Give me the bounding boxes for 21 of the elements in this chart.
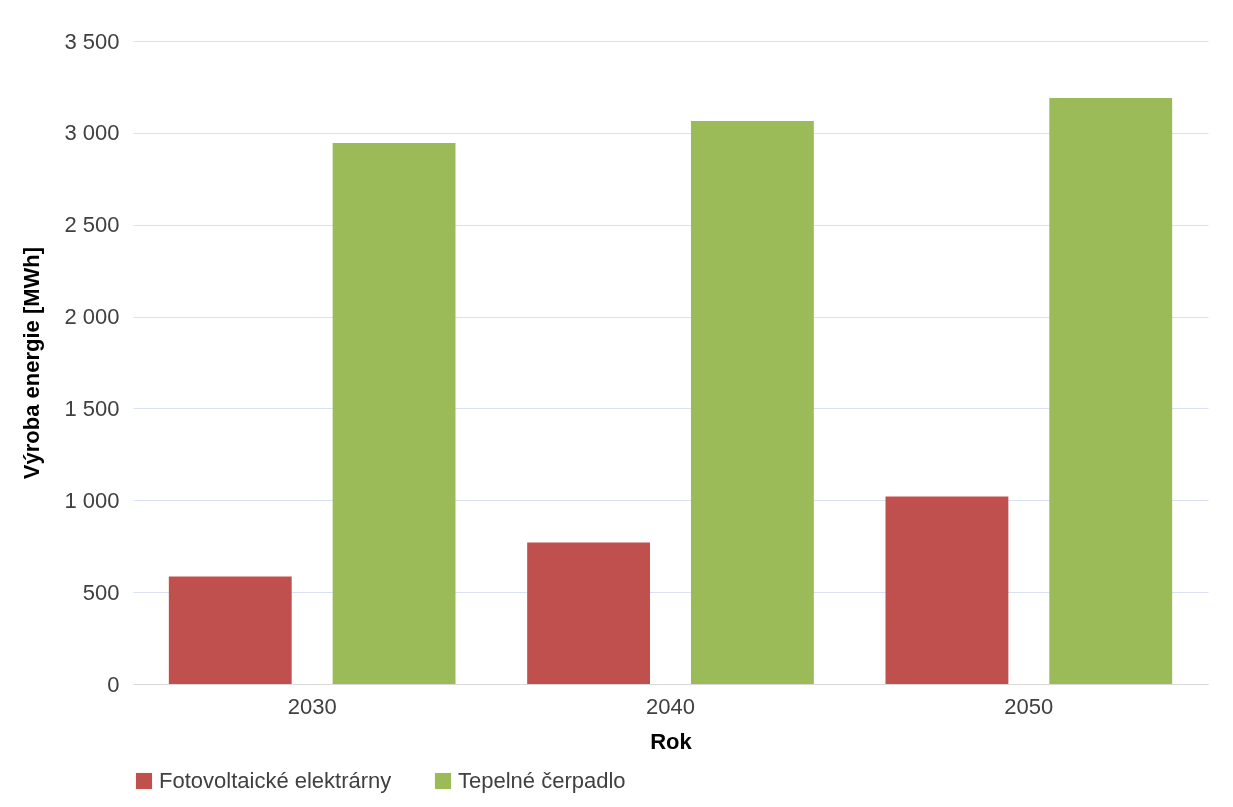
x-tick-label: 2050 bbox=[1004, 693, 1054, 719]
legend-label: Fotovoltaické elektrárny bbox=[159, 768, 392, 793]
x-tick-label: 2030 bbox=[287, 693, 337, 719]
y-tick-label: 2 500 bbox=[64, 212, 120, 238]
y-axis-title: Výroba energie [MWh] bbox=[19, 246, 45, 480]
y-tick-label: 1 500 bbox=[64, 395, 120, 421]
bar bbox=[690, 120, 814, 684]
y-tick-label: 0 bbox=[107, 671, 120, 697]
bar bbox=[527, 542, 651, 684]
legend-label: Tepelné čerpadlo bbox=[458, 768, 626, 793]
y-tick-label: 3 500 bbox=[64, 28, 120, 54]
y-tick-label: 3 000 bbox=[64, 120, 120, 146]
y-tick-label: 2 000 bbox=[64, 304, 120, 330]
y-tick-label: 500 bbox=[82, 579, 120, 605]
x-axis-title: Rok bbox=[650, 728, 693, 754]
bar bbox=[1049, 97, 1173, 684]
x-tick-label: 2040 bbox=[646, 693, 695, 719]
y-tick-label: 1 000 bbox=[64, 487, 120, 513]
bar bbox=[332, 142, 456, 684]
bar bbox=[885, 496, 1009, 684]
bar bbox=[168, 576, 292, 684]
